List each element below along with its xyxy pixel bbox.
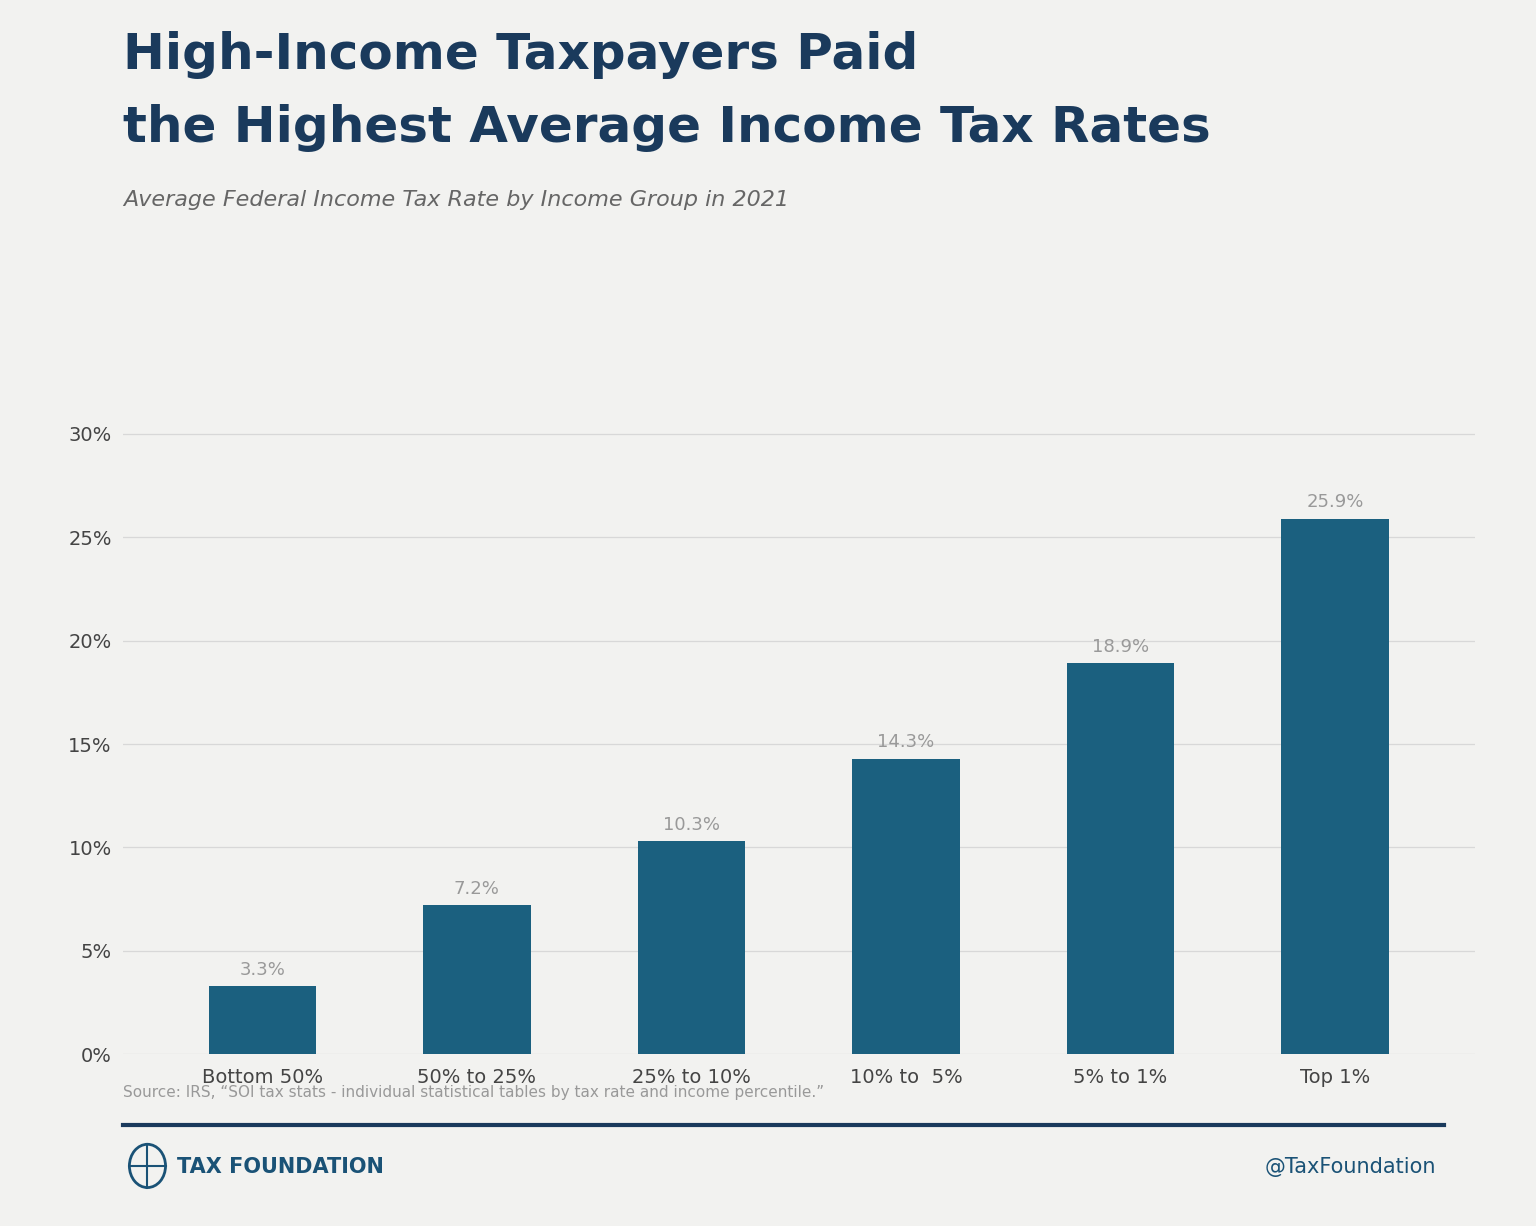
Text: 14.3%: 14.3% [877,733,934,752]
Text: 10.3%: 10.3% [664,817,720,834]
Bar [637,841,745,1054]
Text: Average Federal Income Tax Rate by Income Group in 2021: Average Federal Income Tax Rate by Incom… [123,190,790,210]
Bar [852,759,960,1054]
Text: 25.9%: 25.9% [1307,493,1364,511]
Text: Source: IRS, “SOI tax stats - individual statistical tables by tax rate and inco: Source: IRS, “SOI tax stats - individual… [123,1085,823,1100]
Bar [1068,663,1174,1054]
Bar [424,905,530,1054]
Text: High-Income Taxpayers Paid: High-Income Taxpayers Paid [123,31,919,78]
Text: 18.9%: 18.9% [1092,638,1149,656]
Bar [1281,519,1389,1054]
Bar [209,986,316,1054]
Text: the Highest Average Income Tax Rates: the Highest Average Income Tax Rates [123,104,1210,152]
Text: TAX FOUNDATION: TAX FOUNDATION [177,1157,384,1177]
Text: 3.3%: 3.3% [240,961,286,978]
Text: 7.2%: 7.2% [455,880,499,899]
Text: @TaxFoundation: @TaxFoundation [1264,1157,1436,1177]
